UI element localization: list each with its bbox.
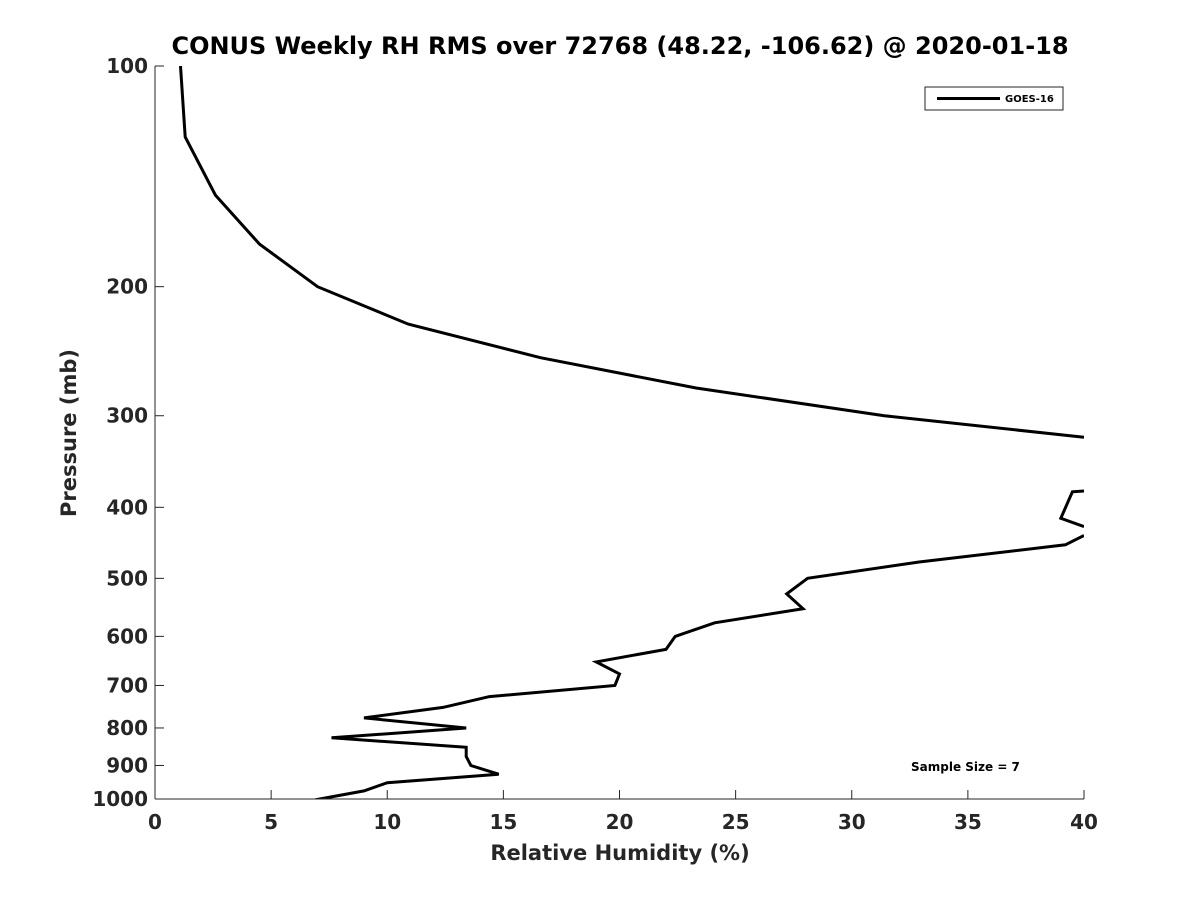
x-tick-label: 20: [606, 810, 634, 834]
series-line-goes16-segment-1: [179, 66, 1084, 439]
series-line-goes16-segment-3: [314, 534, 1084, 799]
x-tick-label: 0: [148, 810, 162, 834]
legend-label: GOES-16: [1005, 94, 1054, 105]
x-tick-label: 5: [264, 810, 278, 834]
y-tick-label: 600: [106, 624, 148, 648]
y-tick-label: 700: [106, 673, 148, 697]
chart-title: CONUS Weekly RH RMS over 72768 (48.22, -…: [171, 32, 1068, 60]
y-axis-ticks: 100 200 300 400 500 600 700 800 900 1000: [92, 54, 164, 811]
y-tick-label: 200: [106, 275, 148, 299]
y-tick-label: 400: [106, 495, 148, 519]
x-tick-label: 30: [838, 810, 866, 834]
x-axis-label: Relative Humidity (%): [490, 841, 749, 865]
x-tick-label: 10: [373, 810, 401, 834]
x-tick-label: 35: [954, 810, 982, 834]
x-tick-label: 25: [722, 810, 750, 834]
y-axis-label: Pressure (mb): [57, 349, 81, 517]
x-tick-label: 15: [489, 810, 517, 834]
legend: GOES-16: [924, 86, 1064, 111]
y-tick-label: 800: [106, 716, 148, 740]
x-tick-label: 40: [1070, 810, 1098, 834]
y-tick-label: 500: [106, 566, 148, 590]
x-axis-ticks: 0 5 10 15 20 25 30 35 40: [148, 790, 1098, 834]
plot-lines: [179, 66, 1084, 799]
y-tick-label: 900: [106, 753, 148, 777]
plot-frame: [155, 66, 1084, 799]
y-tick-label: 300: [106, 404, 148, 428]
y-tick-label: 100: [106, 54, 148, 78]
series-line-goes16-segment-2: [1058, 489, 1084, 529]
sample-size-annotation: Sample Size = 7: [911, 760, 1020, 774]
y-tick-label: 1000: [92, 787, 148, 811]
